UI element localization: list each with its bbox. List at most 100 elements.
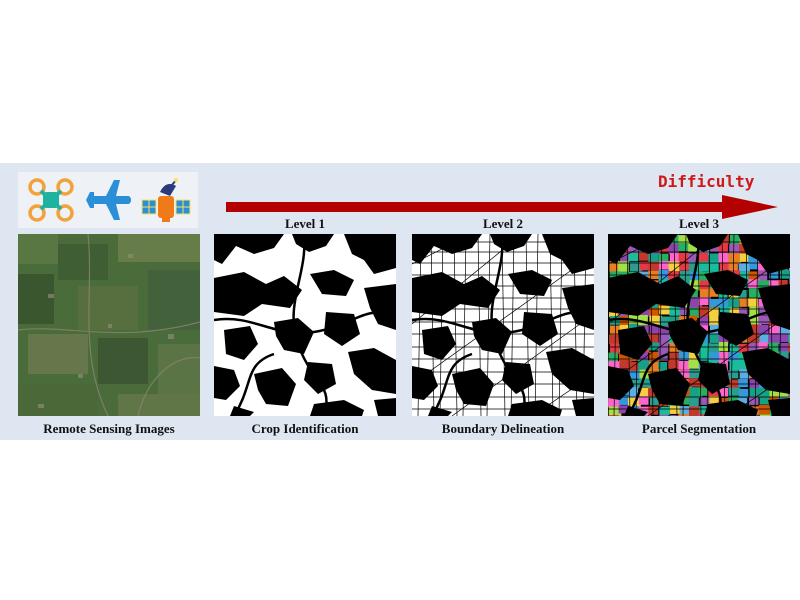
parcel-tile xyxy=(719,306,733,317)
parcel-tile xyxy=(729,307,742,319)
parcel-tile xyxy=(758,405,772,415)
parcel-tile xyxy=(698,387,708,396)
parcel-tile xyxy=(608,352,619,362)
remote-sensing-image xyxy=(18,234,200,416)
parcel-tile xyxy=(749,261,760,270)
parcel-tile xyxy=(689,387,703,398)
parcel-tile xyxy=(708,288,719,297)
sensor-icons-box xyxy=(18,172,198,228)
parcel-tile xyxy=(679,262,691,271)
parcel-tile xyxy=(619,315,633,326)
parcel-segmentation-mask xyxy=(608,234,790,416)
caption-parcel-segmentation: Parcel Segmentation xyxy=(641,421,757,436)
parcel-tile xyxy=(699,316,710,326)
parcel-tile xyxy=(718,252,729,263)
level-2-label: Level 2 xyxy=(482,216,524,231)
parcel-tile xyxy=(648,261,662,273)
parcel-tile xyxy=(648,342,661,351)
parcel-tile xyxy=(768,342,779,354)
parcel-tile xyxy=(618,351,632,363)
parcel-tile xyxy=(689,396,699,408)
parcel-tile xyxy=(739,271,750,280)
parcel-tile xyxy=(728,352,739,362)
parcel-tile xyxy=(678,252,690,262)
parcel-tile xyxy=(708,298,721,308)
parcel-tile xyxy=(628,253,639,262)
parcel-tile xyxy=(769,388,782,400)
parcel-tile xyxy=(748,396,759,405)
parcel-tile xyxy=(679,406,690,415)
parcel-tile xyxy=(729,234,741,245)
parcel-tile xyxy=(638,396,649,405)
parcel-tile xyxy=(729,243,740,254)
parcel-tile xyxy=(748,279,760,289)
parcel-tile xyxy=(718,387,729,397)
parcel-tile xyxy=(778,351,789,360)
parcel-tile xyxy=(658,253,669,263)
parcel-tile xyxy=(758,315,770,325)
parcel-tile xyxy=(618,396,630,405)
parcel-tile xyxy=(719,262,731,274)
parcel-tile xyxy=(749,306,759,316)
parcel-tile xyxy=(758,324,769,335)
difficulty-label: Difficulty xyxy=(658,172,755,191)
parcel-tile xyxy=(608,406,622,416)
parcel-tile xyxy=(649,397,660,406)
level-3-label: Level 3 xyxy=(678,216,720,231)
parcel-tile xyxy=(649,324,659,334)
parcel-tile xyxy=(649,307,659,318)
parcel-tile xyxy=(739,253,751,262)
parcel-tile xyxy=(699,406,710,416)
parcel-tile xyxy=(728,253,742,265)
parcel-tile xyxy=(748,288,761,299)
parcel-tile xyxy=(648,361,660,371)
drone-icon xyxy=(28,178,74,222)
parcel-tile xyxy=(698,297,711,306)
parcel-tile xyxy=(748,298,759,307)
parcel-tile xyxy=(689,297,703,308)
parcel-tile xyxy=(689,271,703,281)
parcel-tile xyxy=(669,342,682,352)
parcel-tile xyxy=(678,396,690,405)
parcel-tile xyxy=(739,369,751,379)
parcel-tile xyxy=(739,298,750,307)
parcel-tile xyxy=(779,333,789,342)
parcel-tile xyxy=(748,324,761,336)
parcel-tile xyxy=(689,352,699,362)
parcel-tile xyxy=(739,361,749,373)
parcel-tile xyxy=(769,325,781,335)
parcel-tile xyxy=(658,414,669,416)
parcel-tile xyxy=(698,351,710,361)
parcel-tile xyxy=(688,253,699,264)
parcel-tile xyxy=(618,405,630,414)
parcel-tile xyxy=(619,360,632,369)
parcel-tile xyxy=(699,343,712,353)
parcel-tile xyxy=(609,334,620,345)
parcel-tile xyxy=(638,352,649,362)
parcel-tile xyxy=(718,243,728,253)
parcel-tile xyxy=(709,334,720,343)
parcel-tile xyxy=(738,289,748,301)
parcel-tile xyxy=(659,306,671,315)
parcel-tile xyxy=(649,315,662,326)
level-1-label: Level 1 xyxy=(284,216,326,231)
parcel-tile xyxy=(669,316,680,325)
parcel-tile xyxy=(779,325,790,336)
parcel-tile xyxy=(638,378,650,388)
parcel-tile xyxy=(699,289,711,300)
parcel-tile xyxy=(628,244,641,255)
parcel-tile xyxy=(709,396,722,406)
parcel-tile xyxy=(768,333,781,345)
parcel-tile xyxy=(689,280,700,291)
parcel-tile xyxy=(738,262,750,272)
parcel-tile xyxy=(759,396,770,405)
parcel-tile xyxy=(628,370,642,379)
parcel-tile xyxy=(618,261,629,273)
parcel-tile xyxy=(609,271,621,282)
parcel-tile xyxy=(739,243,749,255)
parcel-tile xyxy=(729,343,740,352)
parcel-tile xyxy=(739,388,749,398)
parcel-tile xyxy=(728,379,739,391)
parcel-tile xyxy=(698,271,711,283)
parcel-tile xyxy=(758,270,768,281)
